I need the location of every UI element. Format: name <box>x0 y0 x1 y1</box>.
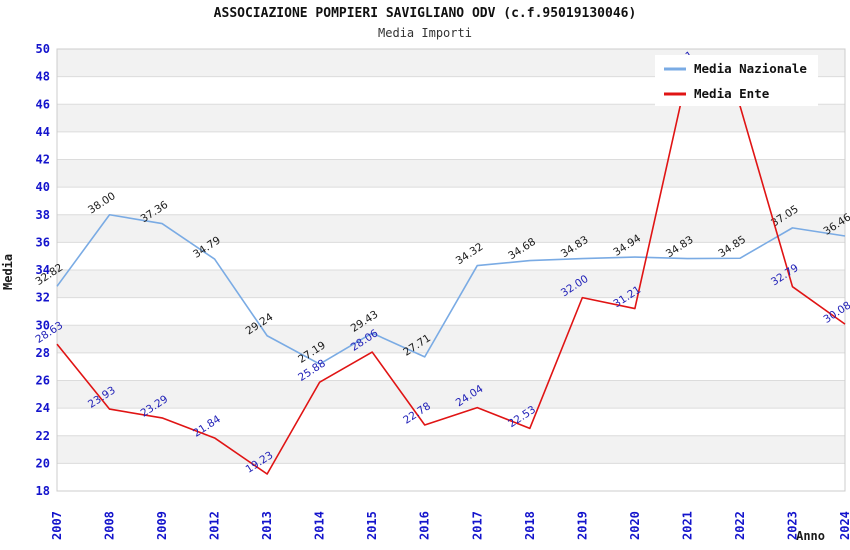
series-line-media-nazionale <box>56 213 846 365</box>
y-tick-label: 24 <box>36 401 50 415</box>
y-tick-label: 50 <box>36 42 50 56</box>
plot-band <box>57 214 845 243</box>
y-tick-label: 28 <box>36 346 50 360</box>
y-axis-title: Media <box>1 254 15 290</box>
y-tick-label: 30 <box>36 318 50 332</box>
point-label: 34.32 <box>454 241 486 267</box>
x-tick-label: 2013 <box>260 511 274 540</box>
plot-band <box>57 104 845 132</box>
y-tick-label: 20 <box>36 456 50 470</box>
plot-band <box>57 435 845 464</box>
x-tick-label: 2019 <box>575 511 589 540</box>
plot-border <box>56 48 846 492</box>
y-tick-label: 22 <box>36 429 50 443</box>
x-tick-label: 2022 <box>733 511 747 540</box>
x-tick-label: 2020 <box>628 511 642 540</box>
x-tick-label: 2009 <box>155 511 169 540</box>
legend <box>655 55 818 106</box>
x-tick-label: 2015 <box>365 511 379 540</box>
chart-title: ASSOCIAZIONE POMPIERI SAVIGLIANO ODV (c.… <box>213 6 637 21</box>
plot-band <box>57 270 845 298</box>
x-tick-label: 2014 <box>313 511 327 540</box>
x-tick-label: 2018 <box>523 511 537 540</box>
plot-band <box>57 325 845 353</box>
x-tick-label: 2008 <box>103 511 117 540</box>
point-label: 30.08 <box>821 299 850 325</box>
y-tick-label: 34 <box>36 263 50 277</box>
y-tick-label: 26 <box>36 374 50 388</box>
y-tick-label: 38 <box>36 208 50 222</box>
chart-subtitle: Media Importi <box>378 26 472 40</box>
y-tick-label: 42 <box>36 153 50 167</box>
y-tick-label: 32 <box>36 291 50 305</box>
plot-band <box>57 159 845 188</box>
legend-label-media-nazionale: Media Nazionale <box>694 61 807 76</box>
x-tick-label: 2007 <box>50 511 64 540</box>
y-tick-label: 36 <box>36 235 50 249</box>
y-tick-label: 18 <box>36 484 50 498</box>
x-tick-label: 2021 <box>680 511 694 540</box>
plot-band <box>57 380 845 409</box>
legend-label-media-ente: Media Ente <box>694 86 770 101</box>
y-tick-label: 46 <box>36 97 50 111</box>
y-tick-label: 40 <box>36 180 50 194</box>
x-tick-label: 2017 <box>470 511 484 540</box>
x-tick-label: 2023 <box>785 511 799 540</box>
x-tick-label: 2016 <box>418 511 432 540</box>
y-tick-label: 44 <box>36 125 50 139</box>
y-tick-label: 48 <box>36 70 50 84</box>
x-axis-title: Anno <box>796 529 825 543</box>
point-label: 38.00 <box>86 190 118 216</box>
x-tick-label: 2024 <box>838 511 850 540</box>
x-tick-label: 2012 <box>208 511 222 540</box>
